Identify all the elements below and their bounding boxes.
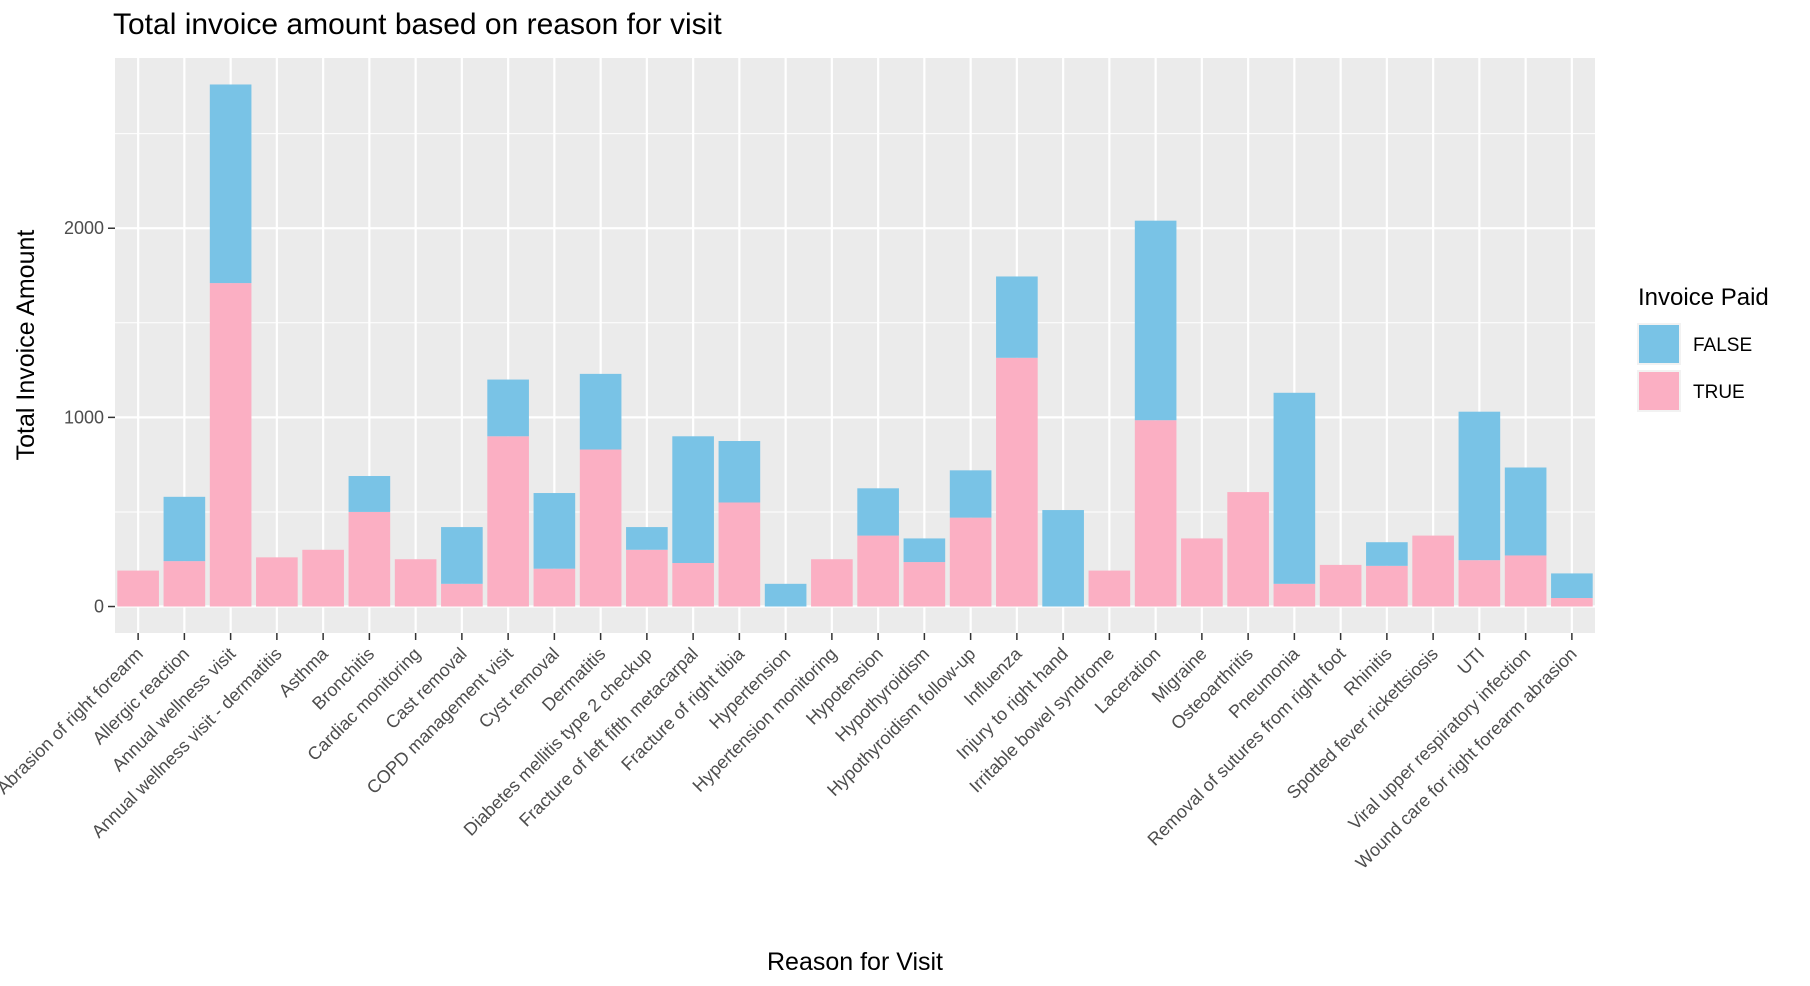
bar-false: [579, 373, 622, 450]
bar-true: [441, 583, 483, 607]
bar-false: [1273, 392, 1316, 584]
bar-true: [811, 559, 853, 607]
bar-false: [903, 538, 946, 563]
bar-false: [949, 470, 992, 518]
y-axis: 0 1000 2000: [64, 218, 115, 617]
bar-true: [348, 511, 391, 607]
bar-true: [394, 559, 437, 607]
legend-swatch-true: [1639, 372, 1679, 410]
bar-true: [672, 563, 714, 607]
bar-false: [626, 527, 668, 550]
y-tick-label: 0: [94, 597, 104, 617]
bar-true: [1134, 420, 1177, 607]
bar-true: [1551, 598, 1593, 607]
bar-true: [209, 283, 252, 607]
bar-false: [209, 84, 252, 284]
bar-true: [163, 561, 206, 607]
bar-false: [1042, 510, 1084, 607]
bar-true: [1412, 535, 1454, 607]
bar-false: [533, 493, 576, 569]
bar-true: [903, 562, 946, 607]
x-axis-title: Reason for Visit: [767, 948, 943, 976]
bar-false: [1366, 542, 1408, 566]
legend-swatch-false: [1639, 325, 1679, 363]
bar-false: [1504, 467, 1547, 556]
bar-true: [1458, 560, 1501, 607]
bar-false: [764, 583, 807, 607]
bar-true: [256, 557, 298, 607]
bar-true: [1273, 583, 1316, 607]
bar-false: [487, 379, 529, 437]
legend: Invoice Paid FALSE TRUE: [1637, 284, 1769, 412]
bar-true: [302, 549, 344, 607]
bars: [117, 84, 1593, 607]
bar-true: [1504, 555, 1547, 607]
bar-true: [1088, 570, 1131, 607]
bar-false: [857, 488, 899, 536]
legend-title: Invoice Paid: [1638, 284, 1769, 311]
bar-false: [163, 496, 206, 562]
bar-true: [117, 570, 159, 607]
bar-false: [1134, 220, 1177, 421]
bar-false: [718, 441, 761, 503]
bar-false: [996, 276, 1038, 358]
bar-true: [1366, 565, 1408, 607]
y-tick-label: 2000: [64, 218, 104, 238]
bar-true: [626, 549, 668, 607]
bar-true: [996, 357, 1038, 607]
bar-true: [949, 517, 992, 607]
legend-label-true: TRUE: [1693, 382, 1745, 403]
bar-true: [579, 449, 622, 607]
bar-true: [1227, 492, 1269, 607]
bar-false: [441, 527, 483, 584]
legend-label-false: FALSE: [1693, 335, 1752, 356]
bar-true: [718, 502, 761, 607]
bar-false: [348, 476, 391, 512]
chart-title: Total invoice amount based on reason for…: [113, 8, 722, 41]
y-axis-title: Total Invoice Amount: [12, 230, 40, 461]
bar-false: [1551, 573, 1593, 599]
bar-true: [1181, 538, 1223, 607]
bar-false: [672, 436, 714, 564]
x-tick-label: UTI: [1454, 644, 1489, 679]
bar-true: [857, 535, 899, 607]
y-tick-label: 1000: [64, 407, 104, 427]
bar-false: [1458, 411, 1501, 561]
bar-true: [533, 568, 576, 607]
bar-true: [1319, 564, 1362, 607]
bar-true: [487, 436, 529, 607]
